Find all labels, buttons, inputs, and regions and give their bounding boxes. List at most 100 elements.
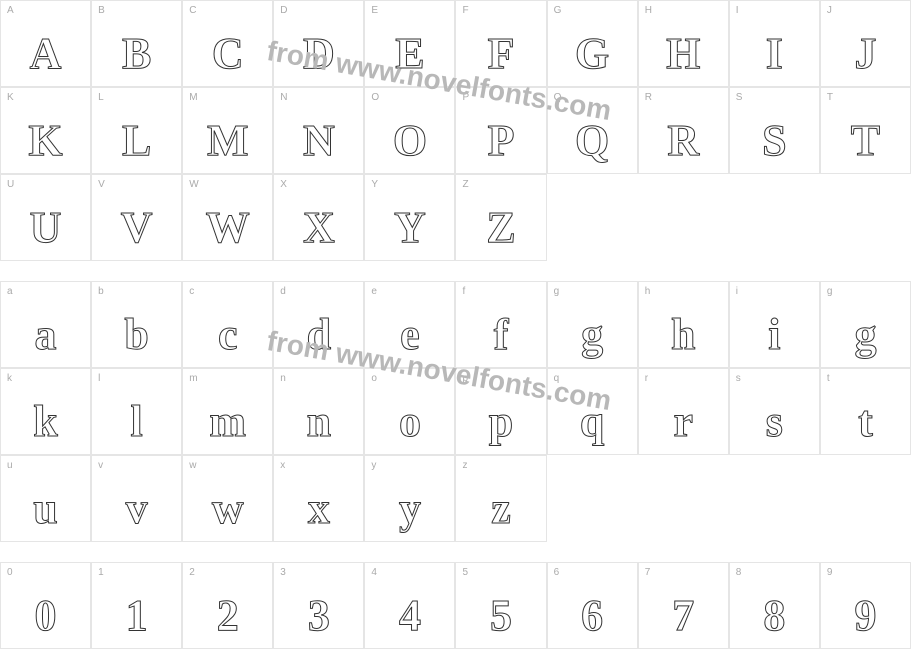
glyph-cell [729,174,820,261]
glyph-character: U [30,206,62,250]
glyph-cell: 11 [91,562,182,649]
section-spacer [0,261,911,281]
glyph-cell: WW [182,174,273,261]
glyph-cell: oo [364,368,455,455]
glyph-cell [729,455,820,542]
glyph-character: h [671,313,695,357]
glyph-cell: dd [273,281,364,368]
glyph-character: g [854,313,876,357]
glyph-label: H [645,5,652,16]
glyph-cell: 55 [455,562,546,649]
glyph-character: T [851,119,880,163]
glyph-cell: 00 [0,562,91,649]
glyph-cell: 22 [182,562,273,649]
glyph-character: k [33,400,57,444]
section-uppercase: AABBCCDDEEFFGGHHIIJJKKLLMMNNOOPPQQRRSSTT… [0,0,911,261]
glyph-label: 0 [7,567,13,578]
glyph-label: f [462,286,465,297]
glyph-cell: 99 [820,562,911,649]
glyph-cell: UU [0,174,91,261]
glyph-cell: cc [182,281,273,368]
glyph-label: a [7,286,13,297]
glyph-character: O [393,119,427,163]
glyph-cell: pp [455,368,546,455]
glyph-cell: II [729,0,820,87]
glyph-character: t [858,400,873,444]
glyph-character: F [488,32,515,76]
glyph-cell: TT [820,87,911,174]
glyph-cell: uu [0,455,91,542]
glyph-character: R [667,119,699,163]
glyph-label: 8 [736,567,742,578]
glyph-label: m [189,373,197,384]
glyph-label: T [827,92,833,103]
glyph-label: Q [554,92,562,103]
glyph-label: A [7,5,14,16]
glyph-cell: NN [273,87,364,174]
glyph-cell: gg [547,281,638,368]
glyph-label: L [98,92,104,103]
glyph-cell: LL [91,87,182,174]
glyph-cell: SS [729,87,820,174]
glyph-label: E [371,5,378,16]
glyph-character: l [131,400,143,444]
glyph-label: n [280,373,286,384]
glyph-cell: ll [91,368,182,455]
glyph-character: 5 [490,594,512,638]
glyph-character: e [400,313,420,357]
glyph-label: w [189,460,196,471]
glyph-cell: 66 [547,562,638,649]
glyph-cell: ZZ [455,174,546,261]
glyph-cell: ii [729,281,820,368]
glyph-label: Y [371,179,378,190]
glyph-character: 8 [763,594,785,638]
glyph-label: k [7,373,12,384]
glyph-cell: VV [91,174,182,261]
glyph-cell: PP [455,87,546,174]
glyph-cell: 77 [638,562,729,649]
glyph-label: z [462,460,467,471]
glyph-cell: kk [0,368,91,455]
glyph-label: t [827,373,830,384]
section-spacer [0,542,911,562]
glyph-label: i [736,286,738,297]
glyph-label: Z [462,179,468,190]
glyph-label: y [371,460,376,471]
glyph-character: n [307,400,331,444]
glyph-character: w [212,487,244,531]
glyph-character: c [218,313,238,357]
glyph-character: 4 [399,594,421,638]
glyph-character: G [575,32,609,76]
glyph-cell: JJ [820,0,911,87]
glyph-label: N [280,92,287,103]
font-character-map: AABBCCDDEEFFGGHHIIJJKKLLMMNNOOPPQQRRSSTT… [0,0,911,649]
glyph-label: J [827,5,832,16]
glyph-character: p [489,400,513,444]
glyph-character: N [303,119,335,163]
glyph-character: L [122,119,151,163]
glyph-cell: hh [638,281,729,368]
glyph-character: I [766,32,783,76]
glyph-cell: DD [273,0,364,87]
glyph-cell: ww [182,455,273,542]
glyph-character: Z [486,206,515,250]
glyph-label: P [462,92,469,103]
glyph-label: D [280,5,287,16]
glyph-character: S [762,119,786,163]
glyph-character: s [766,400,783,444]
glyph-label: 7 [645,567,651,578]
glyph-label: r [645,373,648,384]
glyph-character: Y [394,206,426,250]
glyph-cell: bb [91,281,182,368]
glyph-cell: EE [364,0,455,87]
glyph-cell: xx [273,455,364,542]
glyph-label: q [554,373,560,384]
glyph-character: P [488,119,515,163]
glyph-cell: qq [547,368,638,455]
glyph-label: l [98,373,100,384]
glyph-character: 2 [217,594,239,638]
glyph-cell: XX [273,174,364,261]
glyph-cell: FF [455,0,546,87]
glyph-character: v [126,487,148,531]
glyph-cell: yy [364,455,455,542]
